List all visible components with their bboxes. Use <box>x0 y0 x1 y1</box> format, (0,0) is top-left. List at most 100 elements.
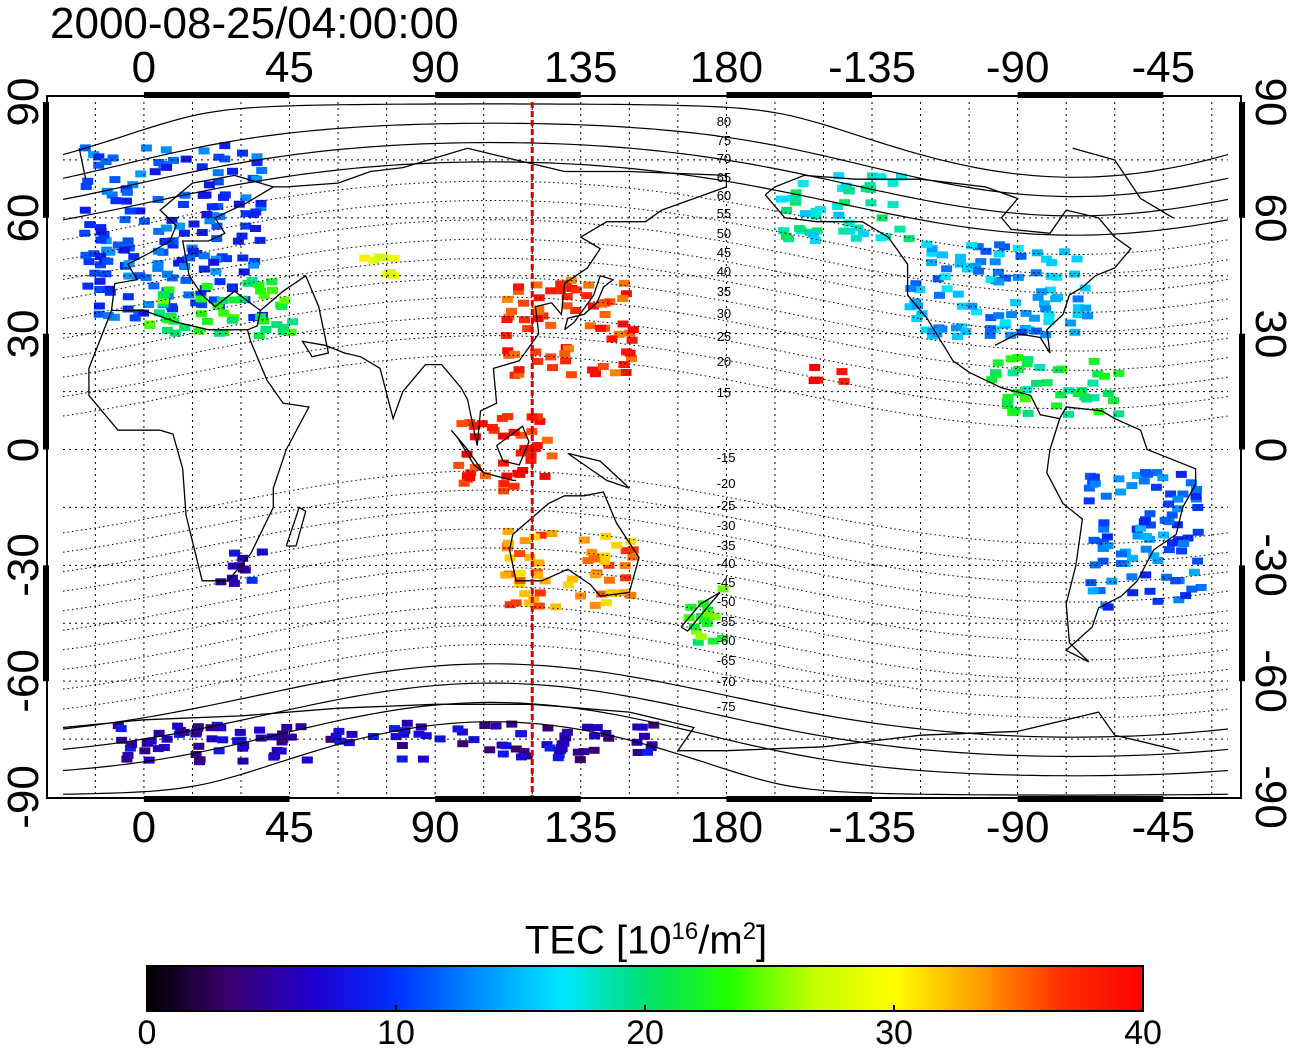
tec-cell <box>508 482 520 490</box>
tec-cell <box>514 470 526 478</box>
tec-cell <box>939 273 951 281</box>
axis-bar <box>143 796 290 802</box>
tec-cell <box>168 156 179 164</box>
tec-cell <box>617 320 629 328</box>
tec-cell <box>228 296 240 304</box>
tec-cell <box>582 723 594 731</box>
coastline <box>62 703 1180 752</box>
page-title: 2000-08-25/04:00:00 <box>50 0 459 48</box>
tec-cell <box>844 227 856 235</box>
tec-cell <box>266 733 278 741</box>
tec-cell <box>1098 519 1110 527</box>
tec-cell <box>152 264 164 272</box>
tec-cell <box>501 316 513 323</box>
tec-cell <box>201 318 213 325</box>
tec-cell <box>985 275 997 283</box>
tec-cell <box>122 293 134 301</box>
tec-cell <box>251 159 263 167</box>
tec-cell <box>234 728 246 736</box>
tec-cell <box>1100 492 1112 500</box>
tec-cell <box>534 589 546 597</box>
contour-label: -40 <box>717 556 736 571</box>
tec-cell <box>1113 475 1125 483</box>
tec-cell <box>875 173 887 181</box>
tec-cell <box>980 247 992 255</box>
tec-cell <box>95 224 107 232</box>
axis-bar <box>1017 796 1164 802</box>
tec-cell <box>1127 554 1138 562</box>
tec-cell <box>534 417 546 425</box>
tec-cell <box>1182 534 1194 542</box>
tec-cell <box>1127 589 1139 597</box>
tec-cell <box>163 286 175 294</box>
tec-cell <box>1140 571 1152 579</box>
tec-cell <box>646 741 658 749</box>
coastline <box>764 174 1132 354</box>
coastline <box>508 491 640 597</box>
coastlines <box>62 147 1197 752</box>
tec-cell <box>1072 390 1084 397</box>
tec-cell <box>434 735 446 743</box>
tec-cell <box>545 287 557 295</box>
tec-cell <box>1052 366 1064 374</box>
tec-cell <box>530 348 542 356</box>
contour-label: -55 <box>717 614 736 629</box>
tec-cell <box>469 463 481 471</box>
tec-cell <box>701 620 713 628</box>
tec-cell <box>539 472 551 480</box>
tec-cell <box>235 736 247 744</box>
tec-cell <box>484 746 496 754</box>
tec-cell <box>781 206 793 214</box>
tec-cell <box>936 251 948 259</box>
tec-cell <box>1051 402 1063 410</box>
tec-cell <box>221 255 232 263</box>
tec-cell <box>993 278 1005 286</box>
tec-cell <box>563 581 575 589</box>
tec-cell <box>1098 538 1109 546</box>
tec-cell <box>596 300 607 308</box>
contour-label: 45 <box>717 245 731 260</box>
tec-cell <box>1043 318 1055 326</box>
contour-label: -65 <box>717 653 736 668</box>
tec-cell <box>524 553 536 561</box>
tec-cell <box>1150 483 1162 491</box>
tec-cell <box>1185 479 1197 487</box>
tec-cell <box>497 432 509 440</box>
tec-cell <box>330 732 342 740</box>
tec-cell <box>212 302 224 310</box>
tec-cell <box>1028 314 1040 322</box>
tec-cell <box>388 254 400 262</box>
tec-cell <box>685 603 697 611</box>
tec-cell <box>1101 533 1113 541</box>
tec-cell <box>560 734 572 742</box>
tec-cell <box>237 744 249 752</box>
coastline <box>285 506 307 547</box>
tec-cell <box>1019 395 1031 403</box>
tec-cell <box>129 314 141 322</box>
tec-cell <box>1072 304 1084 312</box>
tec-cell <box>691 627 702 635</box>
tec-cell <box>926 259 938 266</box>
tec-cell <box>160 146 172 154</box>
tec-cell <box>1013 365 1025 373</box>
tec-cell <box>208 258 220 266</box>
tec-cell <box>1151 469 1163 477</box>
tec-cell <box>541 436 553 444</box>
tec-cell <box>519 590 531 598</box>
tec-cell <box>122 305 134 313</box>
tec-cell <box>178 229 190 237</box>
tec-cell <box>912 302 923 310</box>
tec-cell <box>808 377 820 385</box>
tec-cell <box>167 241 179 249</box>
tec-cell <box>1163 500 1175 508</box>
tec-cell <box>343 739 355 747</box>
magnetic-latitude-contour <box>62 200 1229 275</box>
tec-cell <box>531 571 543 579</box>
tec-cell <box>954 260 966 268</box>
tec-cell <box>1157 474 1169 482</box>
tec-cell <box>104 248 116 256</box>
tec-cell <box>514 580 526 588</box>
magnetic-latitude-contour <box>62 296 1229 371</box>
colorbar-tick-label: 30 <box>875 1014 913 1052</box>
tec-cell <box>904 303 916 311</box>
